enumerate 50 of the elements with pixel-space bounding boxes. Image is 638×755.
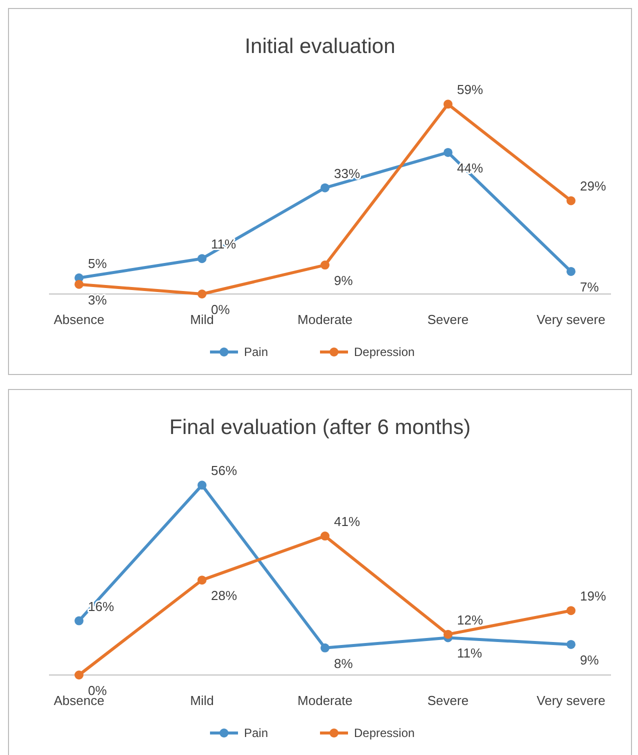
data-label: 5%: [88, 256, 108, 271]
point: [444, 148, 452, 157]
data-label: 3%: [88, 292, 108, 308]
data-label: 12%: [457, 612, 484, 628]
chart-title: Final evaluation (after 6 months): [169, 416, 471, 439]
data-label: 19%: [580, 588, 606, 604]
legend-label: Pain: [244, 726, 268, 740]
x-tick-label: Mild: [190, 312, 214, 327]
data-label: 9%: [334, 273, 354, 288]
point: [566, 196, 576, 206]
legend-label: Pain: [244, 345, 268, 359]
point: [198, 576, 206, 585]
x-tick-label: Mild: [190, 693, 214, 708]
data-label: 9%: [580, 652, 600, 668]
point: [566, 606, 576, 616]
legend-label: Depression: [354, 345, 415, 359]
data-label: 41%: [334, 514, 360, 530]
data-label: 11%: [457, 646, 482, 661]
point: [320, 532, 330, 541]
data-label: 33%: [334, 166, 360, 181]
point: [444, 100, 452, 109]
point: [320, 260, 330, 270]
chart-title: Initial evaluation: [244, 35, 396, 58]
x-tick-label: Moderate: [298, 693, 352, 708]
data-label: 56%: [211, 463, 238, 478]
data-label: 0%: [88, 683, 108, 698]
x-tick-label: Severe: [427, 312, 469, 327]
x-tick-label: Very severe: [536, 312, 606, 327]
point: [74, 616, 84, 626]
data-label: 8%: [334, 656, 354, 671]
x-tick-label: Severe: [427, 693, 469, 708]
x-tick-label: Very severe: [536, 693, 606, 708]
data-label: 29%: [580, 178, 606, 194]
point: [74, 280, 84, 289]
point: [198, 290, 206, 298]
point: [320, 643, 330, 652]
point: [198, 254, 206, 264]
point: [444, 630, 452, 639]
data-label: 7%: [580, 279, 600, 294]
data-label: 28%: [211, 588, 238, 604]
point: [74, 670, 84, 680]
data-label: 0%: [211, 302, 230, 317]
x-tick-label: Absence: [54, 312, 104, 327]
x-tick-label: Moderate: [298, 312, 352, 327]
point: [566, 640, 576, 649]
point: [566, 266, 576, 276]
point: [198, 480, 206, 490]
point: [320, 183, 330, 192]
legend-label: Depression: [354, 726, 415, 740]
data-label: 59%: [457, 82, 484, 98]
